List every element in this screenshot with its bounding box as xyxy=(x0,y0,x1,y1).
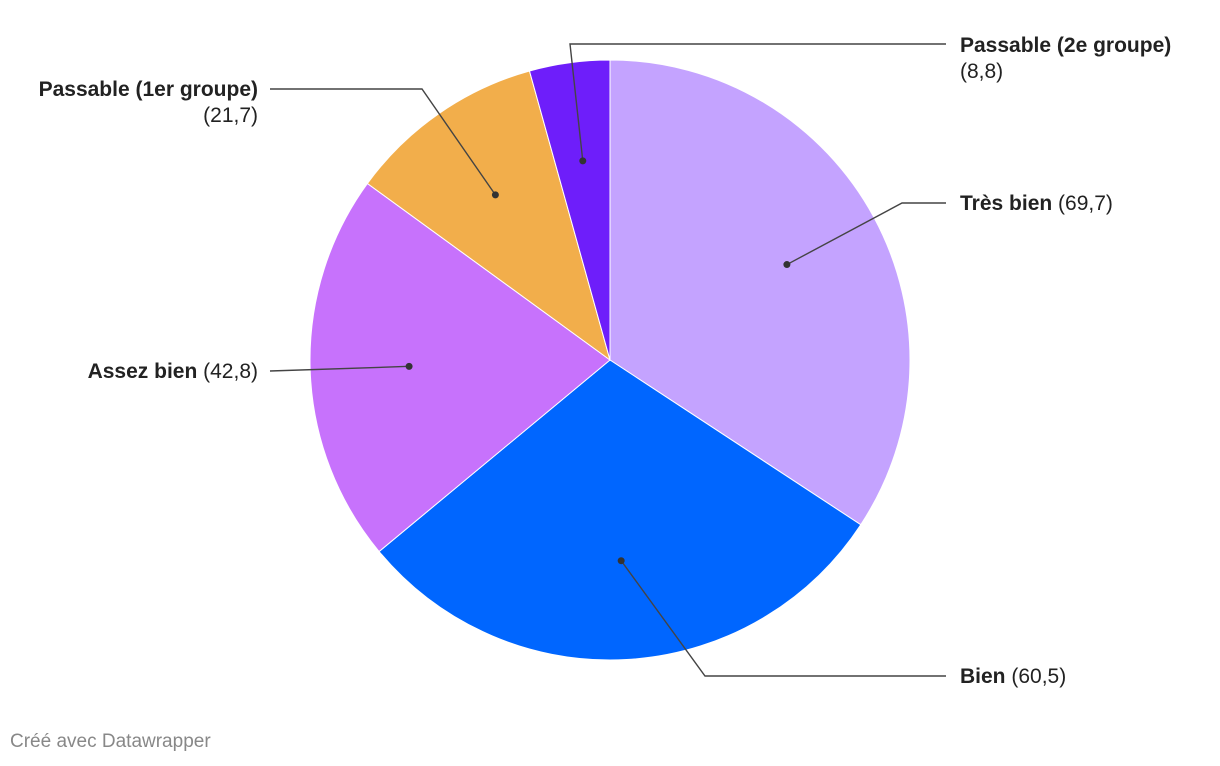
slice-value-label: (60,5) xyxy=(1006,665,1067,688)
slice-label: Passable (1er groupe) (21,7) xyxy=(39,78,258,127)
leader-dot xyxy=(783,261,791,269)
label-group-passable-1er-groupe: Passable (1er groupe) (21,7) xyxy=(39,78,499,199)
slice-category-label: Passable (1er groupe) xyxy=(39,78,258,101)
slice-category-label: Très bien xyxy=(960,192,1052,215)
slice-label: Très bien (69,7) xyxy=(960,192,1113,215)
pie-slice-bien xyxy=(378,359,862,661)
slice-category-label: Bien xyxy=(960,665,1006,688)
slice-value-label: (21,7) xyxy=(203,104,258,127)
slice-category-label: Assez bien xyxy=(88,360,198,383)
slice-value-label: (42,8) xyxy=(197,360,258,383)
slice-value-label: (69,7) xyxy=(1052,192,1113,215)
label-group-bien: Bien (60,5) xyxy=(617,557,1066,688)
slice-category-label: Passable (2e groupe) xyxy=(960,34,1171,57)
pie-slice-passable-2e-groupe xyxy=(528,59,611,361)
label-group-tres-bien: Très bien (69,7) xyxy=(783,192,1113,269)
leader-dot xyxy=(491,191,499,199)
credit-text: Créé avec Datawrapper xyxy=(10,731,211,752)
slice-label: Assez bien (42,8) xyxy=(88,360,258,383)
slice-label: Bien (60,5) xyxy=(960,665,1066,688)
label-group-assez-bien: Assez bien (42,8) xyxy=(88,360,413,383)
leader-line xyxy=(620,560,946,677)
leader-line xyxy=(786,202,946,266)
leader-line xyxy=(269,365,410,372)
leader-dot xyxy=(405,362,413,370)
slice-label: Passable (2e groupe) (8,8) xyxy=(960,34,1171,83)
slice-value-label: (8,8) xyxy=(960,60,1003,83)
leader-line xyxy=(270,88,496,196)
label-group-passable-2e-groupe: Passable (2e groupe) (8,8) xyxy=(569,34,1171,165)
leader-line xyxy=(569,43,946,161)
leader-dot xyxy=(617,557,625,565)
leader-dot xyxy=(579,157,587,165)
